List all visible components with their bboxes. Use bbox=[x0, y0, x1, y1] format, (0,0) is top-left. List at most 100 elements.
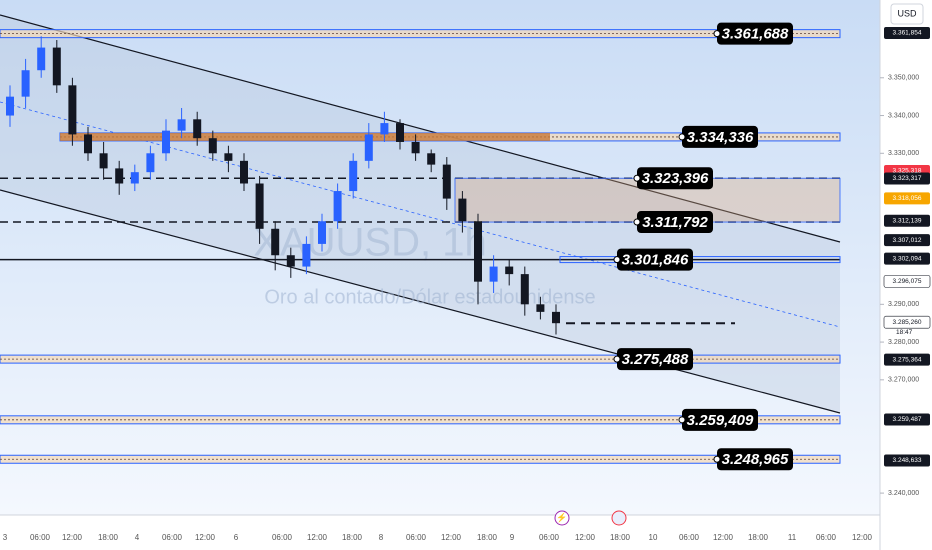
event-icon[interactable] bbox=[554, 510, 570, 526]
level-label-dot bbox=[633, 174, 641, 182]
candle-body bbox=[52, 47, 61, 86]
x-tick-label: 11 bbox=[788, 533, 797, 542]
price-tag-label: 3.302,094 bbox=[893, 255, 922, 262]
level-label: 3.361,688 bbox=[722, 26, 789, 43]
watermark-subtitle: Oro al contado/Dólar estadounidense bbox=[264, 286, 595, 308]
level-label-box bbox=[617, 348, 693, 371]
candle-body bbox=[442, 164, 451, 199]
event-icon-glyph: ⚡ bbox=[556, 511, 567, 523]
x-tick-label: 4 bbox=[135, 533, 140, 542]
price-tag-label: 3.318,056 bbox=[893, 195, 922, 202]
candle-body bbox=[302, 243, 311, 267]
candle-body bbox=[21, 70, 30, 97]
candle-body bbox=[520, 274, 529, 305]
level-zone bbox=[559, 256, 841, 264]
level-label-box bbox=[637, 167, 713, 190]
price-tag bbox=[884, 234, 930, 247]
x-tick-label: 6 bbox=[234, 533, 239, 542]
price-tag bbox=[883, 315, 931, 329]
level-label-dot bbox=[613, 355, 621, 363]
price-tag bbox=[884, 214, 930, 227]
x-tick-label: 06:00 bbox=[30, 533, 51, 542]
x-tick-label: 18:00 bbox=[610, 533, 631, 542]
countdown: 18:47 bbox=[896, 329, 913, 336]
candle-body bbox=[224, 153, 233, 161]
price-tag-label: 3.285,260 bbox=[893, 319, 922, 326]
x-tick-label: 3 bbox=[3, 533, 8, 542]
x-tick-label: 9 bbox=[510, 533, 515, 542]
x-tick-label: 18:00 bbox=[477, 533, 498, 542]
candle-body bbox=[130, 172, 139, 184]
price-tag bbox=[884, 413, 930, 426]
currency-button[interactable] bbox=[890, 3, 924, 25]
price-tag bbox=[884, 192, 930, 205]
candle-body bbox=[552, 311, 560, 324]
level-bar bbox=[60, 132, 550, 141]
price-tag bbox=[884, 252, 930, 265]
x-tick-label: 06:00 bbox=[162, 533, 183, 542]
candle-body bbox=[380, 123, 389, 135]
candle-body bbox=[333, 191, 342, 222]
x-tick-label: 12:00 bbox=[713, 533, 734, 542]
level-label-dot bbox=[713, 455, 721, 463]
price-tag bbox=[884, 27, 930, 40]
channel-upper bbox=[0, 14, 841, 243]
x-tick-label: 06:00 bbox=[816, 533, 837, 542]
candle-body bbox=[240, 160, 248, 184]
candle-body bbox=[271, 228, 280, 256]
level-label-box bbox=[637, 211, 713, 234]
x-tick-label: 12:00 bbox=[441, 533, 462, 542]
x-tick-label: 06:00 bbox=[406, 533, 427, 542]
candle-body bbox=[286, 255, 295, 267]
price-axis-background bbox=[880, 0, 932, 550]
currency-label: USD bbox=[897, 8, 917, 18]
candle-body bbox=[474, 221, 482, 282]
candle-body bbox=[193, 119, 202, 139]
level-label-dot bbox=[613, 256, 621, 264]
level-label-dot bbox=[678, 416, 686, 424]
x-tick-label: 06:00 bbox=[272, 533, 293, 542]
candle-body bbox=[255, 183, 264, 229]
y-tick-label: 3.350,000 bbox=[888, 75, 919, 82]
level-label-dot bbox=[633, 218, 641, 226]
x-tick-label: 12:00 bbox=[195, 533, 216, 542]
candle-body bbox=[208, 138, 217, 154]
candle-body bbox=[318, 221, 326, 244]
candle-body bbox=[364, 134, 373, 161]
level-label-box bbox=[717, 22, 793, 45]
level-label-box bbox=[717, 448, 793, 471]
candle-body bbox=[6, 96, 14, 116]
x-tick-label: 18:00 bbox=[98, 533, 119, 542]
price-tag-label: 3.248,633 bbox=[893, 457, 922, 464]
level-label-box bbox=[682, 125, 758, 148]
price-tag-label: 3.307,012 bbox=[893, 237, 922, 244]
level-label-box bbox=[617, 248, 693, 271]
y-tick-label: 3.290,000 bbox=[888, 301, 919, 308]
x-tick-label: 18:00 bbox=[342, 533, 363, 542]
price-tag-label: 3.259,487 bbox=[893, 416, 922, 423]
price-tag bbox=[884, 172, 930, 185]
x-tick-label: 10 bbox=[649, 533, 658, 542]
flag-icon[interactable] bbox=[611, 510, 627, 526]
level-label-box bbox=[682, 408, 758, 431]
candle-body bbox=[396, 123, 404, 142]
x-tick-label: 12:00 bbox=[307, 533, 328, 542]
candle-body bbox=[162, 130, 170, 154]
level-label: 3.323,396 bbox=[642, 170, 709, 187]
candle-body bbox=[99, 153, 108, 169]
x-tick-label: 18:00 bbox=[748, 533, 769, 542]
level-label: 3.301,846 bbox=[622, 252, 689, 269]
price-tag bbox=[884, 353, 930, 366]
level-label: 3.275,488 bbox=[622, 351, 689, 368]
x-tick-label: 06:00 bbox=[539, 533, 560, 542]
price-tag-label: 3.275,364 bbox=[893, 356, 922, 363]
candle-body bbox=[37, 47, 46, 71]
candle-body bbox=[536, 304, 545, 312]
price-tag-label: 3.312,139 bbox=[893, 217, 922, 224]
candle-body bbox=[115, 168, 124, 184]
x-tick-label: 12:00 bbox=[62, 533, 83, 542]
y-tick-label: 3.240,000 bbox=[888, 490, 919, 497]
candle-body bbox=[489, 266, 498, 282]
level-label: 3.311,792 bbox=[642, 214, 708, 231]
candle-body bbox=[84, 134, 92, 154]
